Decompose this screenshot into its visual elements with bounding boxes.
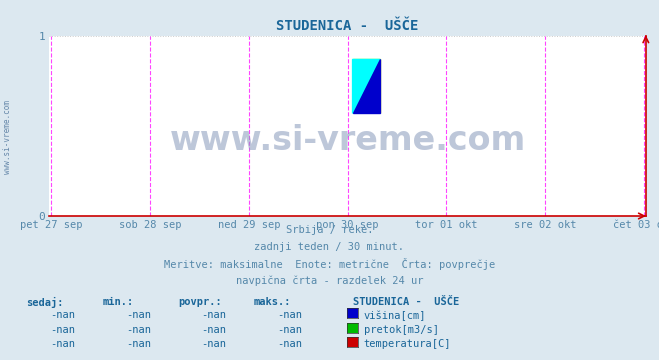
Text: -nan: -nan [50, 339, 75, 349]
Text: Srbija / reke.: Srbija / reke. [286, 225, 373, 235]
Text: zadnji teden / 30 minut.: zadnji teden / 30 minut. [254, 242, 405, 252]
Text: -nan: -nan [50, 310, 75, 320]
Text: navpična črta - razdelek 24 ur: navpična črta - razdelek 24 ur [236, 275, 423, 285]
Text: sedaj:: sedaj: [26, 297, 64, 308]
Text: STUDENICA -  UŠČE: STUDENICA - UŠČE [353, 297, 459, 307]
Text: -nan: -nan [277, 325, 302, 335]
Text: povpr.:: povpr.: [178, 297, 221, 307]
Text: pretok[m3/s]: pretok[m3/s] [364, 325, 439, 335]
Polygon shape [353, 59, 380, 113]
Polygon shape [353, 59, 380, 113]
Text: Meritve: maksimalne  Enote: metrične  Črta: povprečje: Meritve: maksimalne Enote: metrične Črta… [164, 258, 495, 270]
Text: -nan: -nan [126, 325, 151, 335]
Text: maks.:: maks.: [254, 297, 291, 307]
Text: -nan: -nan [126, 339, 151, 349]
Text: www.si-vreme.com: www.si-vreme.com [169, 124, 526, 157]
Polygon shape [353, 59, 380, 113]
Text: -nan: -nan [126, 310, 151, 320]
Text: -nan: -nan [277, 339, 302, 349]
Text: -nan: -nan [202, 325, 227, 335]
Text: temperatura[C]: temperatura[C] [364, 339, 451, 349]
Title: STUDENICA -  UŠČE: STUDENICA - UŠČE [276, 19, 419, 33]
Text: -nan: -nan [277, 310, 302, 320]
Text: višina[cm]: višina[cm] [364, 310, 426, 321]
Text: www.si-vreme.com: www.si-vreme.com [3, 100, 13, 174]
Text: -nan: -nan [202, 310, 227, 320]
Text: min.:: min.: [102, 297, 133, 307]
Text: -nan: -nan [202, 339, 227, 349]
Text: -nan: -nan [50, 325, 75, 335]
